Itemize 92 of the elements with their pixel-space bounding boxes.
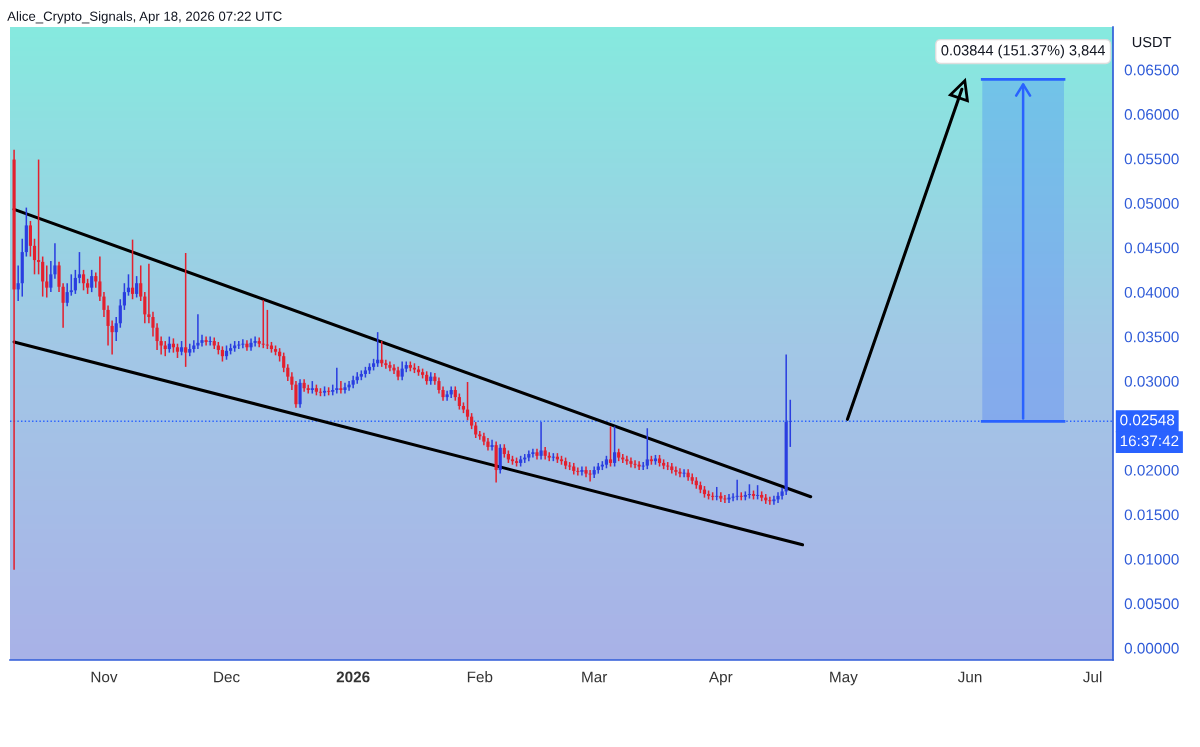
candlestick	[580, 465, 584, 477]
candlestick	[674, 465, 678, 477]
candlestick	[298, 378, 302, 409]
candlestick	[282, 351, 286, 373]
candlestick	[265, 309, 269, 350]
text: 16:37:42	[1120, 435, 1179, 447]
candlestick	[531, 447, 535, 459]
candlestick	[37, 158, 41, 276]
candlestick	[28, 220, 33, 258]
candlestick	[539, 421, 543, 461]
x-tick-label: 2026	[336, 671, 370, 683]
y-tick-label: 0.00500	[1124, 598, 1179, 610]
candlestick	[343, 382, 347, 395]
candlestick	[633, 459, 637, 470]
x-tick-label: Apr	[708, 671, 733, 686]
y-tick-label: 0.05500	[1124, 153, 1179, 165]
candlestick	[139, 264, 143, 302]
candlestick	[45, 264, 49, 299]
candlestick	[147, 262, 151, 325]
candlestick	[588, 469, 592, 483]
candlestick	[196, 313, 200, 350]
candlestick	[41, 255, 45, 298]
y-tick-label: 0.01500	[1124, 509, 1179, 521]
candlestick	[241, 338, 245, 349]
candlestick	[122, 282, 126, 311]
candlestick	[130, 238, 135, 301]
candlestick	[678, 467, 682, 478]
candlestick	[682, 468, 686, 478]
candlestick	[69, 273, 73, 297]
y-tick-label: 0.05000	[1124, 198, 1179, 209]
y-tick-label: 0.04500	[1124, 242, 1179, 254]
candlestick	[118, 298, 122, 329]
candlestick	[245, 339, 249, 352]
candlestick	[739, 491, 743, 502]
candlestick	[788, 399, 792, 448]
candlestick	[77, 251, 82, 284]
candlestick	[249, 337, 253, 352]
candlestick	[547, 451, 551, 462]
candlestick	[576, 466, 580, 477]
y-tick-label: 0.06500	[1124, 64, 1179, 76]
candlestick	[490, 439, 494, 452]
candlestick	[184, 252, 188, 368]
x-tick-label: Feb	[467, 671, 493, 683]
candlestick	[768, 495, 772, 506]
y-tick-label: 0.01000	[1124, 553, 1179, 565]
y-tick-label: 0.03500	[1124, 331, 1179, 343]
candlestick	[445, 390, 449, 402]
candlestick	[208, 335, 212, 347]
candlestick	[73, 269, 77, 295]
y-tick-label: 0.02000	[1124, 464, 1179, 476]
candlestick	[645, 427, 649, 470]
chart-title: Alice_Crypto_Signals, Apr 18, 2026 07:22 UTC	[7, 11, 282, 24]
candlestick	[608, 425, 613, 468]
candlestick	[776, 491, 780, 504]
candlestick	[237, 340, 241, 350]
candlestick	[261, 299, 265, 349]
candlestick	[204, 335, 208, 347]
candlestick	[114, 316, 118, 342]
candlestick	[335, 366, 339, 395]
y-axis-title: USDT	[1132, 36, 1172, 48]
candlestick	[90, 269, 94, 293]
candlestick	[306, 383, 310, 395]
candlestick	[465, 381, 470, 421]
candlestick	[257, 336, 261, 349]
x-tick-label: Nov	[91, 671, 118, 683]
candlestick	[625, 455, 629, 466]
x-tick-label: Jun	[957, 671, 982, 683]
y-tick-label: 0.04000	[1124, 286, 1179, 298]
candlestick	[253, 335, 257, 348]
y-tick-label: 0.06000	[1124, 109, 1179, 120]
candlestick	[613, 425, 617, 468]
candlestick	[81, 269, 86, 292]
candlestick	[478, 430, 482, 441]
candlestick	[498, 443, 502, 475]
x-tick-label: Jul	[1083, 671, 1102, 683]
candlestick	[32, 237, 37, 276]
x-tick-label: Dec	[214, 671, 240, 683]
candlestick	[49, 260, 53, 293]
candlestick	[735, 479, 739, 502]
ref-line-label: 0.02548	[1120, 414, 1175, 426]
candlestick	[715, 486, 719, 502]
x-tick-label: May	[830, 671, 858, 686]
x-tick-label: Mar	[582, 671, 608, 683]
candlestick	[719, 491, 723, 503]
y-tick-label: 0.00000	[1124, 642, 1179, 654]
candlestick	[65, 282, 69, 308]
annotation: 0.03844 (151.37%) 3,844	[941, 44, 1105, 59]
candlestick	[772, 495, 776, 506]
candlestick	[339, 380, 343, 395]
y-tick-label: 0.03000	[1124, 375, 1179, 387]
candlestick	[400, 360, 404, 381]
candlestick	[135, 275, 139, 299]
